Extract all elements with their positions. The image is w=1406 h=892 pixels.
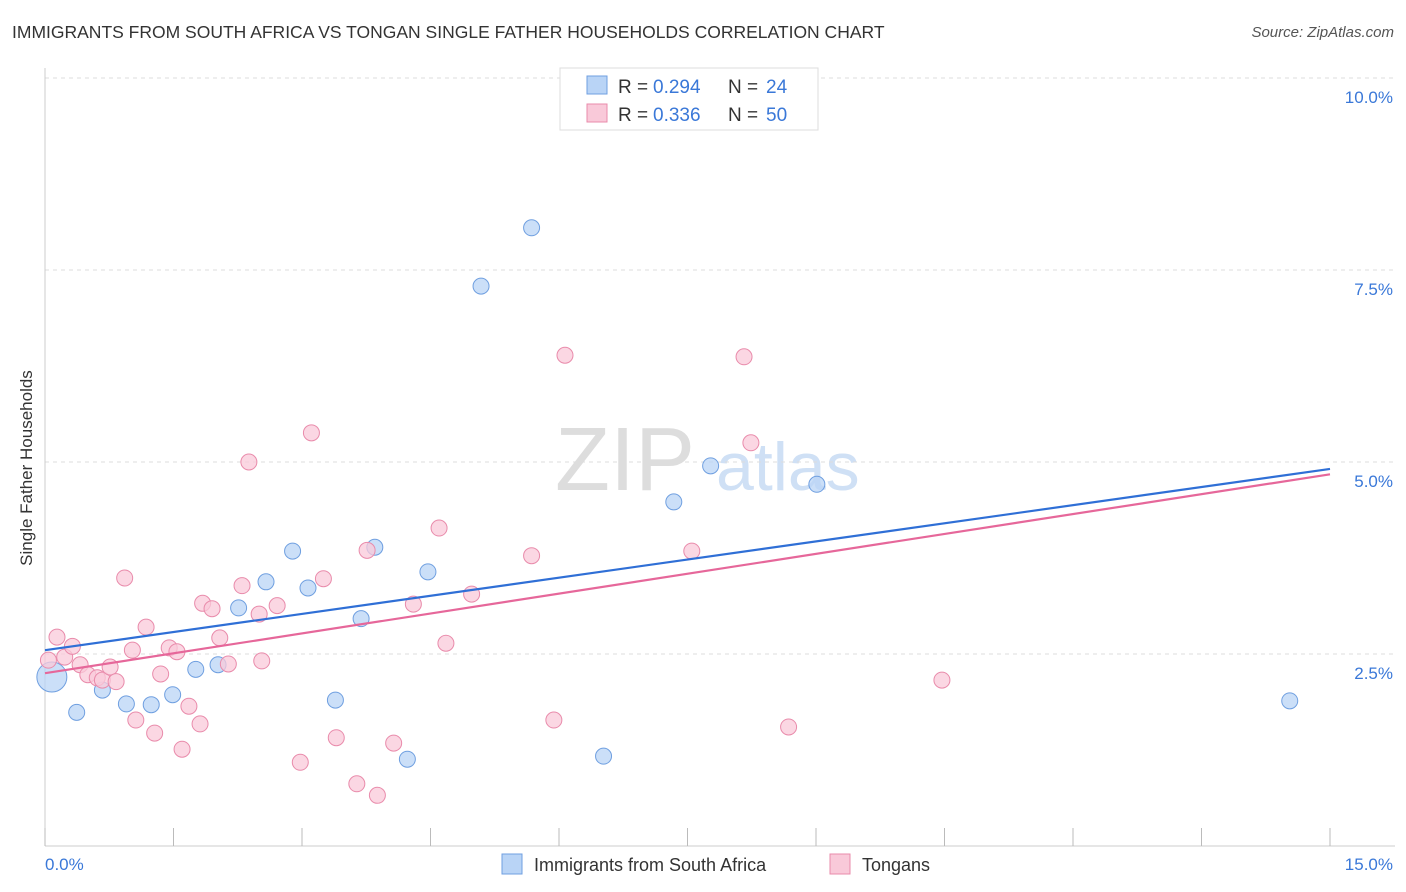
tongans-point [437,634,455,652]
tongans-point [191,715,209,733]
legend-swatch-pink [586,103,608,123]
legend-n-label: N = [728,77,758,98]
legend-swatch-blue [501,853,523,875]
x-tick-label-max: 15.0% [1345,855,1393,874]
legend-label-tongans: Tongans [862,855,930,875]
legend-r-blue: 0.294 [653,77,701,98]
tongans-point [240,453,258,471]
tongans-point [735,348,753,366]
tongans-point [385,734,403,752]
tongans-point [933,671,951,689]
legend-n-blue: 24 [766,77,788,98]
legend-bottom: Immigrants from South Africa Tongans [501,853,930,875]
tongans-trend-line [44,473,1331,675]
y-tick-label: 2.5% [1354,664,1393,683]
south-africa-point [523,219,541,237]
tongans-point [368,786,386,804]
tongans-point [327,729,345,747]
legend-n-pink: 50 [766,105,787,126]
south-africa-point [187,660,205,678]
tongans-point [203,600,221,618]
tongans-point [268,597,286,615]
y-tick-label: 5.0% [1354,472,1393,491]
south-africa-point [595,747,613,765]
legend-label-south-africa: Immigrants from South Africa [534,855,767,875]
watermark-atlas: atlas [716,429,860,505]
legend-r-label: R = [618,77,648,98]
y-tick-label: 7.5% [1354,280,1393,299]
tongans-point [250,605,268,623]
tongans-point [233,577,251,595]
tongans-point [219,655,237,673]
south-africa-point [398,750,416,768]
tongans-point [116,569,134,587]
legend-r-label: R = [618,105,648,126]
legend-swatch-blue [586,75,608,95]
chart-title: IMMIGRANTS FROM SOUTH AFRICA VS TONGAN S… [12,22,885,42]
tongans-point [556,346,574,364]
tongans-point [314,570,332,588]
legend-r-pink: 0.336 [653,105,701,126]
tongans-point [39,651,57,669]
legend-n-label: N = [728,105,758,126]
south-africa-point [808,475,826,493]
south-africa-point [1281,692,1299,710]
south-africa-point [284,542,302,560]
tongans-point [430,519,448,537]
south-africa-point [142,696,160,714]
tongans-point [358,541,376,559]
tongans-point [404,595,422,613]
south-africa-point [68,703,86,721]
tongans-point [152,665,170,683]
tongans-point [107,673,125,691]
legend-top: R = 0.294 N = 24 R = 0.336 N = 50 [559,67,819,131]
tongans-point [348,775,366,793]
tongans-point [683,542,701,560]
tongans-point [780,718,798,736]
south-africa-point [257,573,275,591]
tongans-point [545,711,563,729]
y-tick-label: 10.0% [1345,88,1393,107]
tongans-point [180,697,198,715]
tongans-point [302,424,320,442]
south-africa-point [665,493,683,511]
source-label: Source: ZipAtlas.com [1251,24,1394,41]
tongans-point [127,711,145,729]
south-africa-point [299,579,317,597]
south-africa-point [326,691,344,709]
south-africa-point [117,695,135,713]
legend-swatch-pink [829,853,851,875]
tongans-point [146,724,164,742]
tongans-point [742,434,760,452]
watermark-zip: ZIP [555,410,695,510]
south-africa-point [164,686,182,704]
south-africa-point [230,599,248,617]
tongans-point [48,628,66,646]
tongans-point [291,753,309,771]
tongans-point [173,740,191,758]
south-africa-point [419,563,437,581]
y-axis-label: Single Father Households [17,370,36,566]
tongans-point [211,629,229,647]
tongans-point [253,652,271,670]
x-tick-label-min: 0.0% [45,855,84,874]
south-africa-trend-line [44,467,1331,652]
tongans-point [523,547,541,565]
south-africa-point [472,277,490,295]
tongans-point [123,641,141,659]
tongans-point [137,618,155,636]
south-africa-point [702,457,720,475]
